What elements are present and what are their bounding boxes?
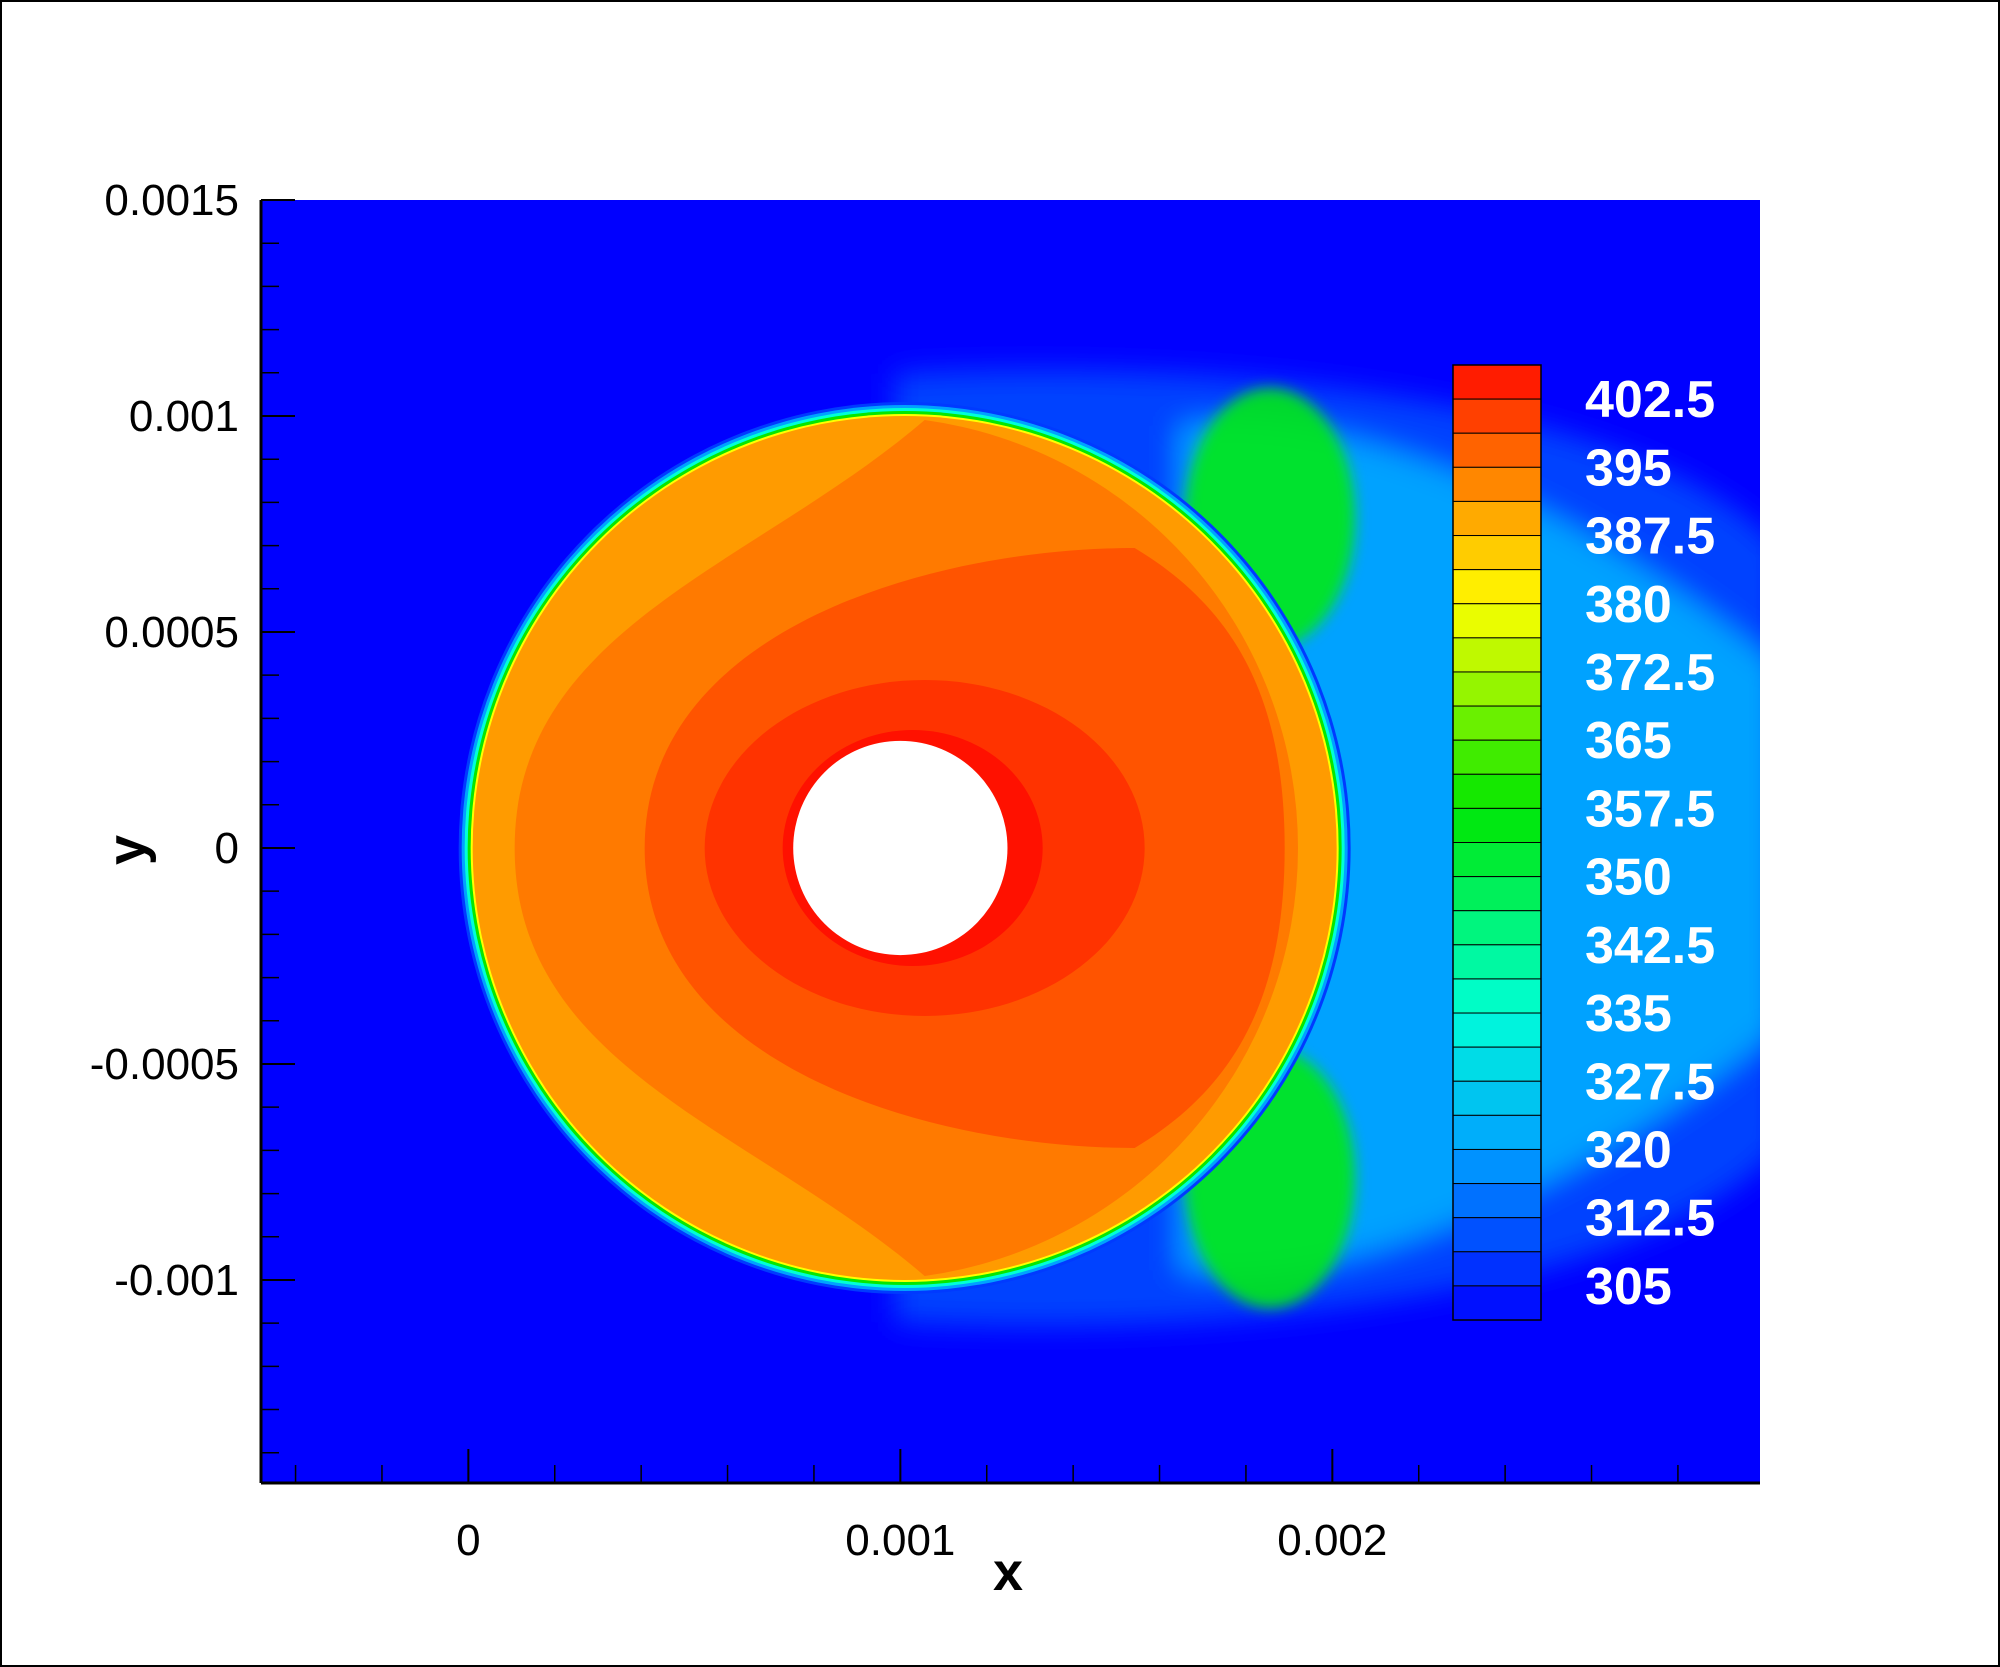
- colorbar-segment: [1452, 842, 1542, 878]
- x-tick-label: 0.002: [1277, 1516, 1387, 1565]
- colorbar-label: 387.5: [1585, 508, 1715, 566]
- colorbar-segment: [1452, 466, 1542, 502]
- colorbar-label: 305: [1585, 1258, 1672, 1316]
- colorbar-segment: [1452, 944, 1542, 980]
- colorbar-label: 350: [1585, 849, 1672, 907]
- colorbar-segment: [1452, 1148, 1542, 1185]
- colorbar-segment: [1452, 978, 1542, 1014]
- colorbar-segment: [1452, 535, 1542, 571]
- colorbar-label: 402.5: [1585, 371, 1715, 429]
- plot-area: [261, 200, 1760, 1483]
- colorbar-segment: [1452, 500, 1542, 537]
- colorbar-label: 372.5: [1585, 644, 1715, 702]
- colorbar-segment: [1452, 1080, 1542, 1116]
- y-tick-label: 0: [215, 824, 239, 873]
- colorbar-label: 342.5: [1585, 917, 1715, 975]
- colorbar-label: 335: [1585, 985, 1672, 1043]
- colorbar-label: 327.5: [1585, 1053, 1715, 1111]
- colorbar-segment: [1452, 705, 1542, 741]
- colorbar-segment: [1452, 1114, 1542, 1150]
- y-tick-label: 0.001: [129, 392, 239, 441]
- colorbar-segment: [1452, 1046, 1542, 1082]
- colorbar-label: 357.5: [1585, 780, 1715, 838]
- colorbar: 402.5 395 387.5 380 372.5 365 357.5 350 342.5 335…: [1452, 364, 1715, 1321]
- colorbar-segment: [1452, 398, 1542, 434]
- colorbar-label: 395: [1585, 439, 1672, 497]
- contour-field: [458, 370, 1760, 1326]
- colorbar-outline: [1452, 364, 1542, 1321]
- colorbar-segment: [1452, 569, 1542, 605]
- colorbar-segment: [1452, 1285, 1542, 1321]
- colorbar-segment: [1452, 364, 1542, 400]
- x-axis-title: x: [993, 1542, 1023, 1602]
- axes: 0 0.001 0.002 0.0015 0.001 0.0005 0 -0.0005 -0.0…: [90, 176, 1760, 1565]
- colorbar-segment: [1452, 432, 1542, 468]
- colorbar-segment: [1452, 1251, 1542, 1287]
- colorbar-segment: [1452, 807, 1542, 844]
- y-tick-label: -0.0005: [90, 1040, 239, 1089]
- colorbar-segment: [1452, 876, 1542, 912]
- colorbar-segment: [1452, 1012, 1542, 1048]
- y-axis-title: y: [97, 835, 157, 865]
- cylinder-hole: [793, 740, 1008, 956]
- y-tick-label: 0.0015: [104, 176, 239, 225]
- colorbar-label: 312.5: [1585, 1190, 1715, 1248]
- x-tick-label: 0.001: [845, 1516, 955, 1565]
- colorbar-segment: [1452, 910, 1542, 946]
- colorbar-label: 320: [1585, 1121, 1672, 1179]
- y-tick-label: -0.001: [114, 1256, 239, 1305]
- colorbar-segment: [1452, 637, 1542, 673]
- colorbar-segment: [1452, 773, 1542, 809]
- colorbar-segment: [1452, 603, 1542, 639]
- colorbar-label: 365: [1585, 712, 1672, 770]
- colorbar-segment: [1452, 1217, 1542, 1253]
- colorbar-label: 380: [1585, 576, 1672, 634]
- x-tick-label: 0: [456, 1516, 480, 1565]
- colorbar-segment: [1452, 671, 1542, 707]
- colorbar-segment: [1452, 739, 1542, 775]
- colorbar-segment: [1452, 1183, 1542, 1219]
- y-tick-label: 0.0005: [104, 608, 239, 657]
